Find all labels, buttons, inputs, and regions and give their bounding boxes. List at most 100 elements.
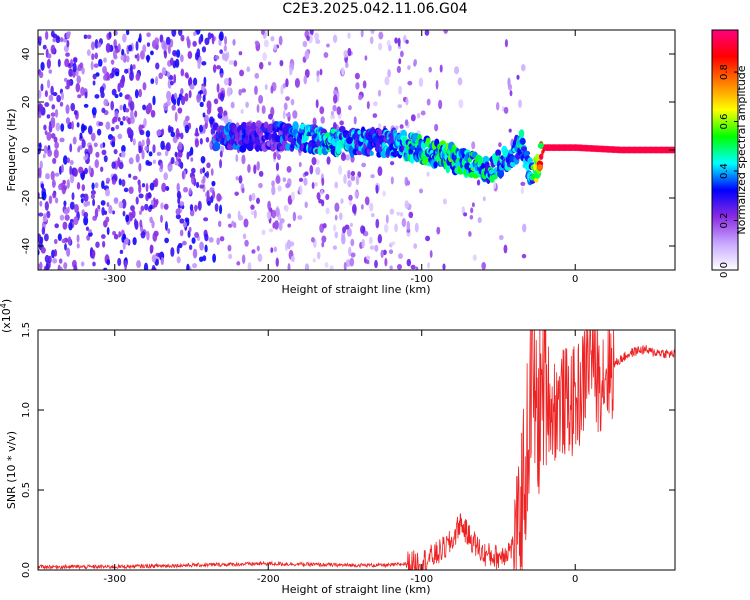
spectrogram-cell [516,74,520,80]
spectrogram-cell [435,79,439,90]
spectrogram-cell [54,141,59,149]
spectrogram-cell [263,39,269,48]
spectrogram-cell [442,263,446,270]
spectrogram-cell [410,114,416,122]
spectrogram-cell [503,244,508,254]
spectrogram-cell [207,32,212,40]
spectrogram-x-tick-label: 0 [572,274,578,285]
spectrogram-cell [120,55,125,61]
spectrogram-cell [44,233,49,242]
spectrogram-cell [202,167,206,174]
spectrogram-cell [138,210,142,215]
spectrogram-cell [323,52,329,58]
spectrogram-cell [172,50,177,57]
spectrogram-cell [374,244,379,252]
spectrogram-cell [66,31,71,40]
spectrogram-cell [167,228,171,234]
spectrogram-cell [66,157,71,164]
spectrogram-cell [151,254,157,263]
spectrogram-cell [66,79,71,87]
spectrogram-cell [469,214,474,220]
spectrogram-cell [54,172,60,177]
spectrogram-cell [167,44,171,55]
spectrogram-cell [125,108,130,113]
spectrogram-cell [280,85,284,95]
spectrogram-cell [171,93,175,104]
spectrogram-cell [297,215,303,220]
spectrogram-cell [388,44,392,52]
spectrogram-cell [186,151,190,160]
spectrogram-cell [360,30,364,38]
spectrogram-cell [262,52,267,61]
spectrogram-cell [426,171,430,177]
spectrogram-cell [175,214,181,220]
spectrogram-cell [174,112,178,122]
colorbar: 0.0 0.2 0.4 0.6 0.8 Normalized spectral ampl… [711,29,748,278]
spectrogram-cell [204,244,208,253]
spectrogram-cell [426,98,431,106]
spectrogram-cell [251,249,256,254]
spectrogram-cell [188,76,192,87]
spectrogram-cell [50,30,55,38]
spectrogram-cell [354,72,360,80]
spectrogram-cell [103,98,109,107]
spectrogram-cell [185,115,190,122]
spectrogram-cell [151,220,155,229]
spectrogram-cell [118,178,122,186]
spectrogram-cell [51,120,56,129]
spectrogram-cell [261,105,266,114]
spectrogram-cell [304,50,310,60]
spectrogram-cell [77,94,82,99]
spectrogram-cell [60,91,64,101]
spectrogram-cell [129,63,133,74]
spectrogram-x-tick-label: -100 [410,274,433,285]
spectrogram-cell [149,244,154,251]
spectrogram-cell [394,37,398,44]
snr-y-tick-label: 0.5 [21,482,32,498]
spectrogram-cell [504,39,509,48]
spectrogram-cell [135,153,140,163]
spectrogram-cell [316,251,321,260]
spectrogram-cell [38,167,42,177]
spectrogram-cell [105,121,111,130]
spectrogram-cell [98,58,103,67]
spectrogram-cell [231,220,235,227]
spectrogram-cell [76,234,80,243]
spectrogram-cell [83,201,89,207]
spectrogram-cell [199,124,204,133]
spectrogram-y-label: Frequency (Hz) [5,109,18,192]
spectrogram-cell [518,99,523,108]
spectrogram-cell [311,156,317,166]
spectrogram-cell [38,147,41,155]
spectrogram-cell [235,154,239,163]
spectrogram-cell [303,75,308,85]
snr-x-label: Height of straight line (km) [281,583,430,596]
spectrogram-cell [399,212,404,217]
spectrogram-cell [346,227,352,237]
spectrogram-cell [46,114,51,119]
spectrogram-cell [90,61,94,71]
spectrogram-cell [40,246,46,254]
spectrogram-cell [146,32,151,38]
spectrogram-cell [424,30,430,36]
spectrogram-cell [348,194,353,201]
spectrogram-cell [208,116,215,125]
spectrogram-cell [401,217,407,228]
colorbar-tick-label: 0.6 [719,114,730,130]
snr-y-label: SNR (10 * v/v) [5,431,18,509]
spectrogram-x-label: Height of straight line (km) [281,283,430,296]
snr-y-ticks: 0.0 0.5 1.0 1.5 [21,322,675,578]
spectrogram-cells [38,30,675,270]
spectrogram-cell [51,178,56,189]
spectrogram-cell [50,44,56,55]
spectrogram-cell [67,236,72,246]
spectrogram-cell [94,208,99,218]
spectrogram-cell [396,263,403,270]
spectrogram-cell [286,239,292,250]
spectrogram-cell [122,115,126,122]
snr-y-multiplier-base: (x10 [0,308,13,333]
spectrogram-cell [91,249,96,258]
spectrogram-cell [184,92,189,102]
spectrogram-cell [315,158,320,165]
spectrogram-cell [179,229,184,237]
